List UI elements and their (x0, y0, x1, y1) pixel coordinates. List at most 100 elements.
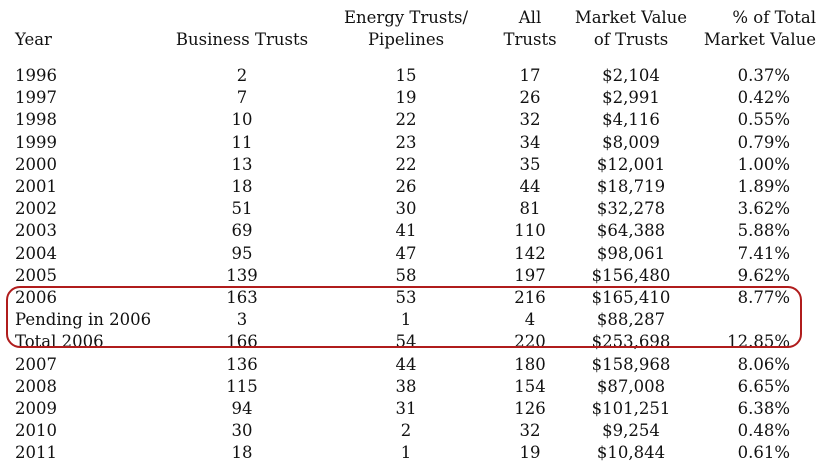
all-trusts-cell: 110 (514, 221, 546, 241)
pct-total-cell: 0.61% (737, 443, 790, 463)
all-trusts-cell: 126 (514, 399, 546, 419)
table-row: 2011 18 1 19 $10,844 0.61% (0, 442, 828, 464)
market-value-cell: $8,009 (602, 132, 660, 152)
market-value-cell: $158,968 (591, 354, 671, 374)
business-trusts-cell: 30 (231, 421, 253, 441)
energy-trusts-cell: 54 (395, 332, 417, 352)
business-trusts-cell: 94 (231, 399, 253, 419)
all-trusts-cell: 220 (514, 332, 546, 352)
table-row: 2002 51 30 81 $32,278 3.62% (0, 198, 828, 220)
business-trusts-cell: 11 (231, 132, 253, 152)
all-trusts-cell: 35 (519, 154, 541, 174)
market-value-cell: $101,251 (591, 399, 671, 419)
pct-total-cell: 8.77% (737, 288, 790, 308)
business-trusts-cell: 136 (226, 354, 258, 374)
year-cell: 1996 (15, 66, 57, 85)
energy-trusts-cell: 31 (395, 399, 417, 419)
all-trusts-cell: 197 (514, 265, 546, 285)
energy-trusts-cell: 22 (395, 110, 417, 130)
table-row: 1996 2 15 17 $2,104 0.37% (0, 65, 828, 87)
table-row: Total 2006 166 54 220 $253,698 12.85% (0, 331, 828, 353)
table-row: 1999 11 23 34 $8,009 0.79% (0, 132, 828, 154)
market-value-cell: $98,061 (596, 243, 666, 263)
table-header: Year Business Trusts Energy Trusts/ Pipe… (0, 3, 828, 65)
pct-total-cell: 0.37% (737, 66, 790, 85)
energy-trusts-cell: 53 (395, 288, 417, 308)
header-mv-line2: of Trusts (593, 30, 669, 49)
year-cell: 2002 (15, 199, 57, 219)
business-trusts-cell: 166 (226, 332, 258, 352)
table-row: 2007 136 44 180 $158,968 8.06% (0, 354, 828, 376)
pct-total-cell: 1.89% (737, 177, 790, 197)
all-trusts-cell: 17 (519, 66, 541, 85)
year-cell: 2011 (15, 443, 57, 463)
all-trusts-cell: 32 (519, 110, 541, 130)
year-cell: 2005 (15, 265, 57, 285)
pct-total-cell: 8.06% (737, 354, 790, 374)
market-value-cell: $32,278 (596, 199, 666, 219)
table-row: 1997 7 19 26 $2,991 0.42% (0, 87, 828, 109)
all-trusts-cell: 154 (514, 376, 546, 396)
market-value-cell: $4,116 (602, 110, 660, 130)
market-value-cell: $12,001 (596, 154, 666, 174)
business-trusts-cell: 139 (226, 265, 258, 285)
business-trusts-cell: 69 (231, 221, 253, 241)
table-row: 2000 13 22 35 $12,001 1.00% (0, 154, 828, 176)
table-row: 2009 94 31 126 $101,251 6.38% (0, 398, 828, 420)
energy-trusts-cell: 15 (395, 66, 417, 85)
year-cell: 1998 (15, 110, 57, 130)
header-all-trusts: All Trusts (490, 3, 570, 51)
energy-trusts-cell: 41 (395, 221, 417, 241)
header-all-line2: Trusts (503, 30, 557, 49)
table-row: 2010 30 2 32 $9,254 0.48% (0, 420, 828, 442)
business-trusts-cell: 18 (231, 177, 253, 197)
energy-trusts-cell: 22 (395, 154, 417, 174)
market-value-cell: $18,719 (596, 177, 666, 197)
header-mv-line1: Market Value (574, 8, 688, 27)
pct-total-cell: 7.41% (737, 243, 790, 263)
header-year: Year (15, 30, 52, 49)
business-trusts-cell: 7 (236, 88, 248, 108)
all-trusts-cell: 81 (519, 199, 541, 219)
header-pct-line2: Market Value (703, 30, 816, 49)
header-all-line1: All (518, 8, 542, 27)
year-cell: 2007 (15, 354, 57, 374)
market-value-cell: $2,991 (602, 88, 660, 108)
business-trusts-cell: 3 (236, 310, 248, 330)
market-value-cell: $87,008 (596, 376, 666, 396)
table-row: 2004 95 47 142 $98,061 7.41% (0, 243, 828, 265)
market-value-cell: $2,104 (602, 66, 660, 85)
pct-total-cell: 0.79% (737, 132, 790, 152)
pct-total-cell: 3.62% (737, 199, 790, 219)
year-cell: 1997 (15, 88, 57, 108)
year-cell: 2004 (15, 243, 57, 263)
header-business-trusts: Business Trusts (175, 30, 309, 49)
table-row: 2003 69 41 110 $64,388 5.88% (0, 220, 828, 242)
market-value-cell: $9,254 (602, 421, 660, 441)
year-cell: 2009 (15, 399, 57, 419)
year-cell: 2001 (15, 177, 57, 197)
all-trusts-cell: 34 (519, 132, 541, 152)
energy-trusts-cell: 38 (395, 376, 417, 396)
all-trusts-cell: 44 (519, 177, 541, 197)
header-market-value: Market Value of Trusts (570, 3, 692, 51)
table-row: 2006 163 53 216 $165,410 8.77% (0, 287, 828, 309)
energy-trusts-cell: 58 (395, 265, 417, 285)
table-row: 2001 18 26 44 $18,719 1.89% (0, 176, 828, 198)
header-pct-line1: % of Total (732, 8, 816, 27)
pct-total-cell: 9.62% (737, 265, 790, 285)
all-trusts-cell: 180 (514, 354, 546, 374)
header-energy-line2: Pipelines (367, 30, 445, 49)
market-value-cell: $10,844 (596, 443, 666, 463)
energy-trusts-cell: 1 (400, 443, 412, 463)
trusts-table: Year Business Trusts Energy Trusts/ Pipe… (0, 3, 828, 465)
table-body: 1996 2 15 17 $2,104 0.37% 1997 7 19 26 $2,991 0.42%… (0, 65, 828, 465)
energy-trusts-cell: 44 (395, 354, 417, 374)
pct-total-cell: 0.48% (737, 421, 790, 441)
pct-total-cell: 1.00% (737, 154, 790, 174)
header-pct-total: % of Total Market Value (692, 3, 828, 51)
business-trusts-cell: 13 (231, 154, 253, 174)
energy-trusts-cell: 47 (395, 243, 417, 263)
business-trusts-cell: 2 (236, 66, 248, 85)
